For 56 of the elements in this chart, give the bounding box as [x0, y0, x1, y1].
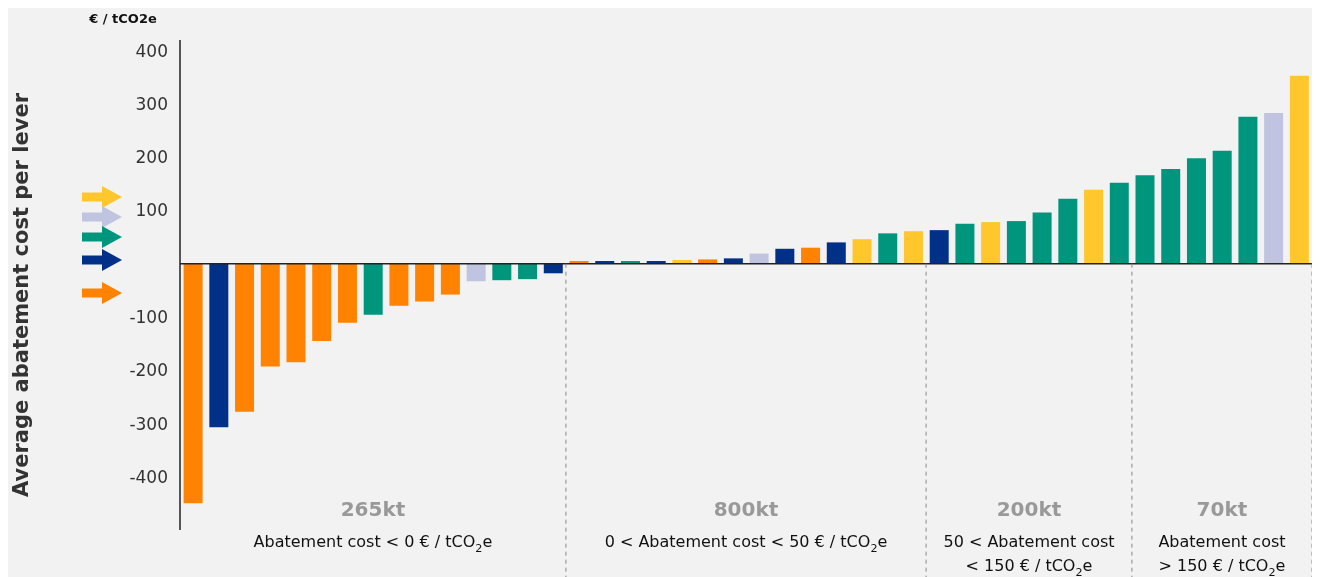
bar [466, 263, 486, 282]
bar [1238, 116, 1258, 264]
y-tick-label: 200 [135, 147, 168, 168]
bar [518, 263, 538, 280]
bar [235, 263, 255, 412]
bar [1084, 189, 1104, 264]
bar [878, 233, 898, 264]
annotation: 265kt [340, 496, 406, 521]
text: 50 < Abatement cost < 150 € / tCO$_{2}$e [943, 531, 1115, 577]
bar [698, 259, 718, 264]
text: 0 < Abatement cost < 50 € / tCO$_{2}$e [604, 531, 888, 555]
bar [1006, 221, 1026, 264]
bar [1109, 182, 1129, 264]
y-axis-title: Average abatement cost per lever [9, 92, 33, 498]
bar [1058, 198, 1078, 264]
bar [183, 263, 203, 504]
text: Abatement cost > 150 € / tCO$_{2}$e [1158, 531, 1286, 577]
bar [1032, 212, 1052, 264]
bar [286, 263, 306, 363]
bar [389, 263, 409, 306]
bar [543, 263, 563, 274]
bar [440, 263, 460, 295]
bar [415, 263, 435, 302]
bar [260, 263, 280, 367]
y-tick-label: -100 [129, 306, 168, 327]
y-tick-label: -400 [129, 466, 168, 487]
annotation: 800kt [713, 496, 779, 521]
bar [1135, 175, 1155, 264]
y-tick-label: 400 [135, 40, 168, 61]
text: Abatement cost < 0 € / tCO$_{2}$e [253, 531, 493, 555]
annotation: 70kt [1196, 496, 1248, 521]
bar [929, 230, 949, 264]
bar [955, 223, 975, 264]
annotation: 200kt [996, 496, 1062, 521]
bar [337, 263, 357, 323]
bar [312, 263, 332, 341]
bar [826, 242, 846, 264]
bar [209, 263, 229, 428]
y-tick-label: 100 [135, 200, 168, 221]
bar [801, 247, 821, 264]
y-tick-label: -300 [129, 413, 168, 434]
bar [723, 258, 743, 264]
bar [903, 231, 923, 264]
bar [1289, 75, 1309, 264]
bar [775, 248, 795, 264]
bar [852, 239, 872, 264]
chart-title: € / tCO2e [88, 10, 157, 26]
bar [1161, 168, 1181, 264]
bar [1186, 158, 1206, 264]
y-tick-label: -200 [129, 360, 168, 381]
bar [981, 222, 1001, 264]
bar [363, 263, 383, 315]
bar [492, 263, 512, 281]
bar [1264, 112, 1284, 264]
bar [1212, 150, 1232, 264]
y-tick-label: 300 [135, 93, 168, 114]
